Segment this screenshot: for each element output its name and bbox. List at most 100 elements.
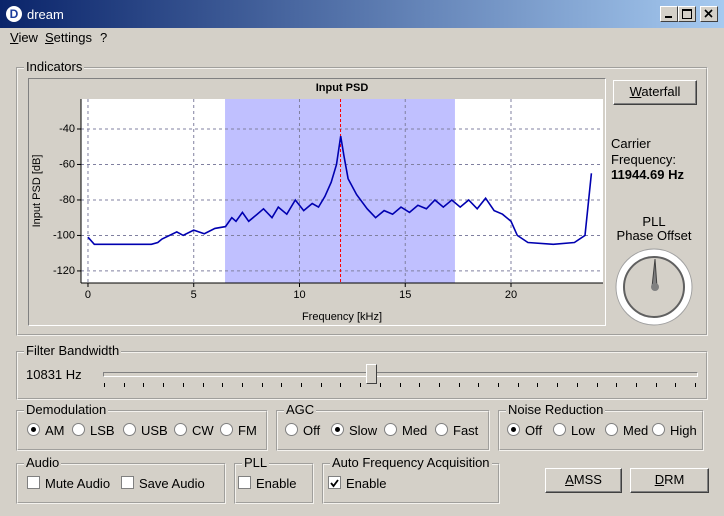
radio-button[interactable]	[435, 423, 448, 436]
slider-tick	[123, 383, 125, 387]
slider-tick	[320, 383, 322, 387]
group-box	[276, 410, 490, 451]
bandwidth-value: 10831 Hz	[26, 367, 82, 382]
checkbox[interactable]	[328, 476, 341, 489]
slider-tick	[596, 383, 598, 387]
radio-option[interactable]: LSB	[72, 423, 115, 438]
menu-item[interactable]: ?	[100, 30, 108, 45]
radio-button[interactable]	[72, 423, 85, 436]
slider-tick	[182, 383, 184, 387]
filter-band	[225, 99, 455, 283]
radio-option[interactable]: Slow	[331, 423, 377, 438]
slider-tick	[675, 383, 677, 387]
y-tick-label: -120	[53, 265, 75, 277]
carrier-label: Frequency:	[611, 152, 677, 167]
option-label: LSB	[90, 423, 115, 438]
radio-option[interactable]: High	[652, 423, 697, 438]
slider-tick	[438, 383, 440, 387]
close-icon	[704, 9, 713, 18]
radio-button[interactable]	[652, 423, 665, 436]
bandwidth-slider[interactable]	[103, 372, 698, 377]
option-label: Med	[402, 423, 428, 438]
psd-line	[87, 135, 593, 246]
indicators-group	[16, 67, 708, 336]
slider-tick	[202, 383, 204, 387]
radio-option[interactable]: Off	[285, 423, 320, 438]
slider-tick	[498, 383, 499, 387]
checkbox-option[interactable]: Mute Audio	[27, 476, 110, 491]
radio-option[interactable]: Fast	[435, 423, 478, 438]
slider-tick	[281, 383, 283, 387]
y-tick-label: -100	[53, 229, 75, 241]
group-label: Demodulation	[24, 402, 109, 417]
slider-tick	[655, 383, 657, 387]
radio-button[interactable]	[27, 423, 40, 436]
radio-button[interactable]	[331, 423, 344, 436]
radio-button[interactable]	[384, 423, 397, 436]
x-axis-label: Frequency [kHz]	[302, 311, 382, 323]
radio-option[interactable]: Med	[384, 423, 427, 438]
radio-button[interactable]	[285, 423, 298, 436]
group-label: AGC	[284, 402, 317, 417]
option-label: CW	[192, 423, 214, 438]
option-label: High	[670, 423, 697, 438]
checkbox-option[interactable]: Enable	[328, 476, 386, 491]
group-label: Indicators	[24, 59, 85, 74]
radio-button[interactable]	[174, 423, 187, 436]
x-tick-label: 5	[191, 289, 197, 301]
option-label: Enable	[346, 476, 387, 491]
radio-button[interactable]	[220, 423, 233, 436]
radio-option[interactable]: CW	[174, 423, 214, 438]
y-tick-label: -40	[59, 123, 75, 135]
option-label: USB	[141, 423, 168, 438]
radio-button[interactable]	[507, 423, 520, 436]
menu-item[interactable]: Settings	[45, 30, 92, 45]
radio-option[interactable]: Med	[605, 423, 648, 438]
psd-chart: Frequency [kHz] Input PSD [dB] 0 5 10 15 20 -…	[28, 78, 606, 326]
maximize-button[interactable]	[678, 6, 696, 22]
radio-button[interactable]	[553, 423, 566, 436]
waterfall-button[interactable]: Waterfall	[613, 80, 697, 105]
slider-tick	[399, 383, 401, 387]
radio-option[interactable]: Low	[553, 423, 595, 438]
x-tick-label: 10	[293, 289, 305, 301]
checkbox[interactable]	[238, 476, 251, 489]
minimize-button[interactable]	[660, 6, 678, 22]
radio-option[interactable]: Off	[507, 423, 542, 438]
option-label: Enable	[256, 476, 297, 491]
close-button[interactable]	[700, 6, 718, 22]
drm-button[interactable]: DRM	[630, 468, 709, 493]
radio-option[interactable]: USB	[123, 423, 168, 438]
slider-tick	[419, 383, 421, 387]
window-title: dream	[27, 7, 64, 22]
group-label: PLL	[242, 455, 270, 470]
checkbox[interactable]	[27, 476, 40, 489]
slider-thumb[interactable]	[366, 364, 377, 384]
group-box	[16, 463, 226, 504]
radio-button[interactable]	[605, 423, 618, 436]
slider-tick	[478, 383, 480, 387]
option-label: Med	[623, 423, 649, 438]
filter-group	[16, 351, 708, 400]
slider-tick	[537, 383, 539, 387]
chart-title: Input PSD	[316, 82, 369, 94]
slider-tick	[340, 383, 342, 387]
title-bar: D dream	[0, 0, 724, 28]
checkbox-option[interactable]: Save Audio	[121, 476, 205, 491]
amss-button[interactable]: AMSS	[545, 468, 622, 493]
radio-option[interactable]: AM	[27, 423, 65, 438]
phase-dial	[615, 248, 693, 326]
option-label: Low	[571, 423, 595, 438]
x-tick-label: 15	[399, 289, 411, 301]
radio-option[interactable]: FM	[220, 423, 257, 438]
checkbox-option[interactable]: Enable	[238, 476, 296, 491]
slider-tick	[163, 383, 165, 387]
y-axis-label: Input PSD [dB]	[31, 155, 43, 228]
radio-button[interactable]	[123, 423, 136, 436]
checkbox[interactable]	[121, 476, 134, 489]
menu-item[interactable]: View	[10, 30, 38, 45]
slider-tick	[104, 383, 105, 387]
option-label: FM	[238, 423, 257, 438]
group-label: Audio	[24, 455, 62, 470]
